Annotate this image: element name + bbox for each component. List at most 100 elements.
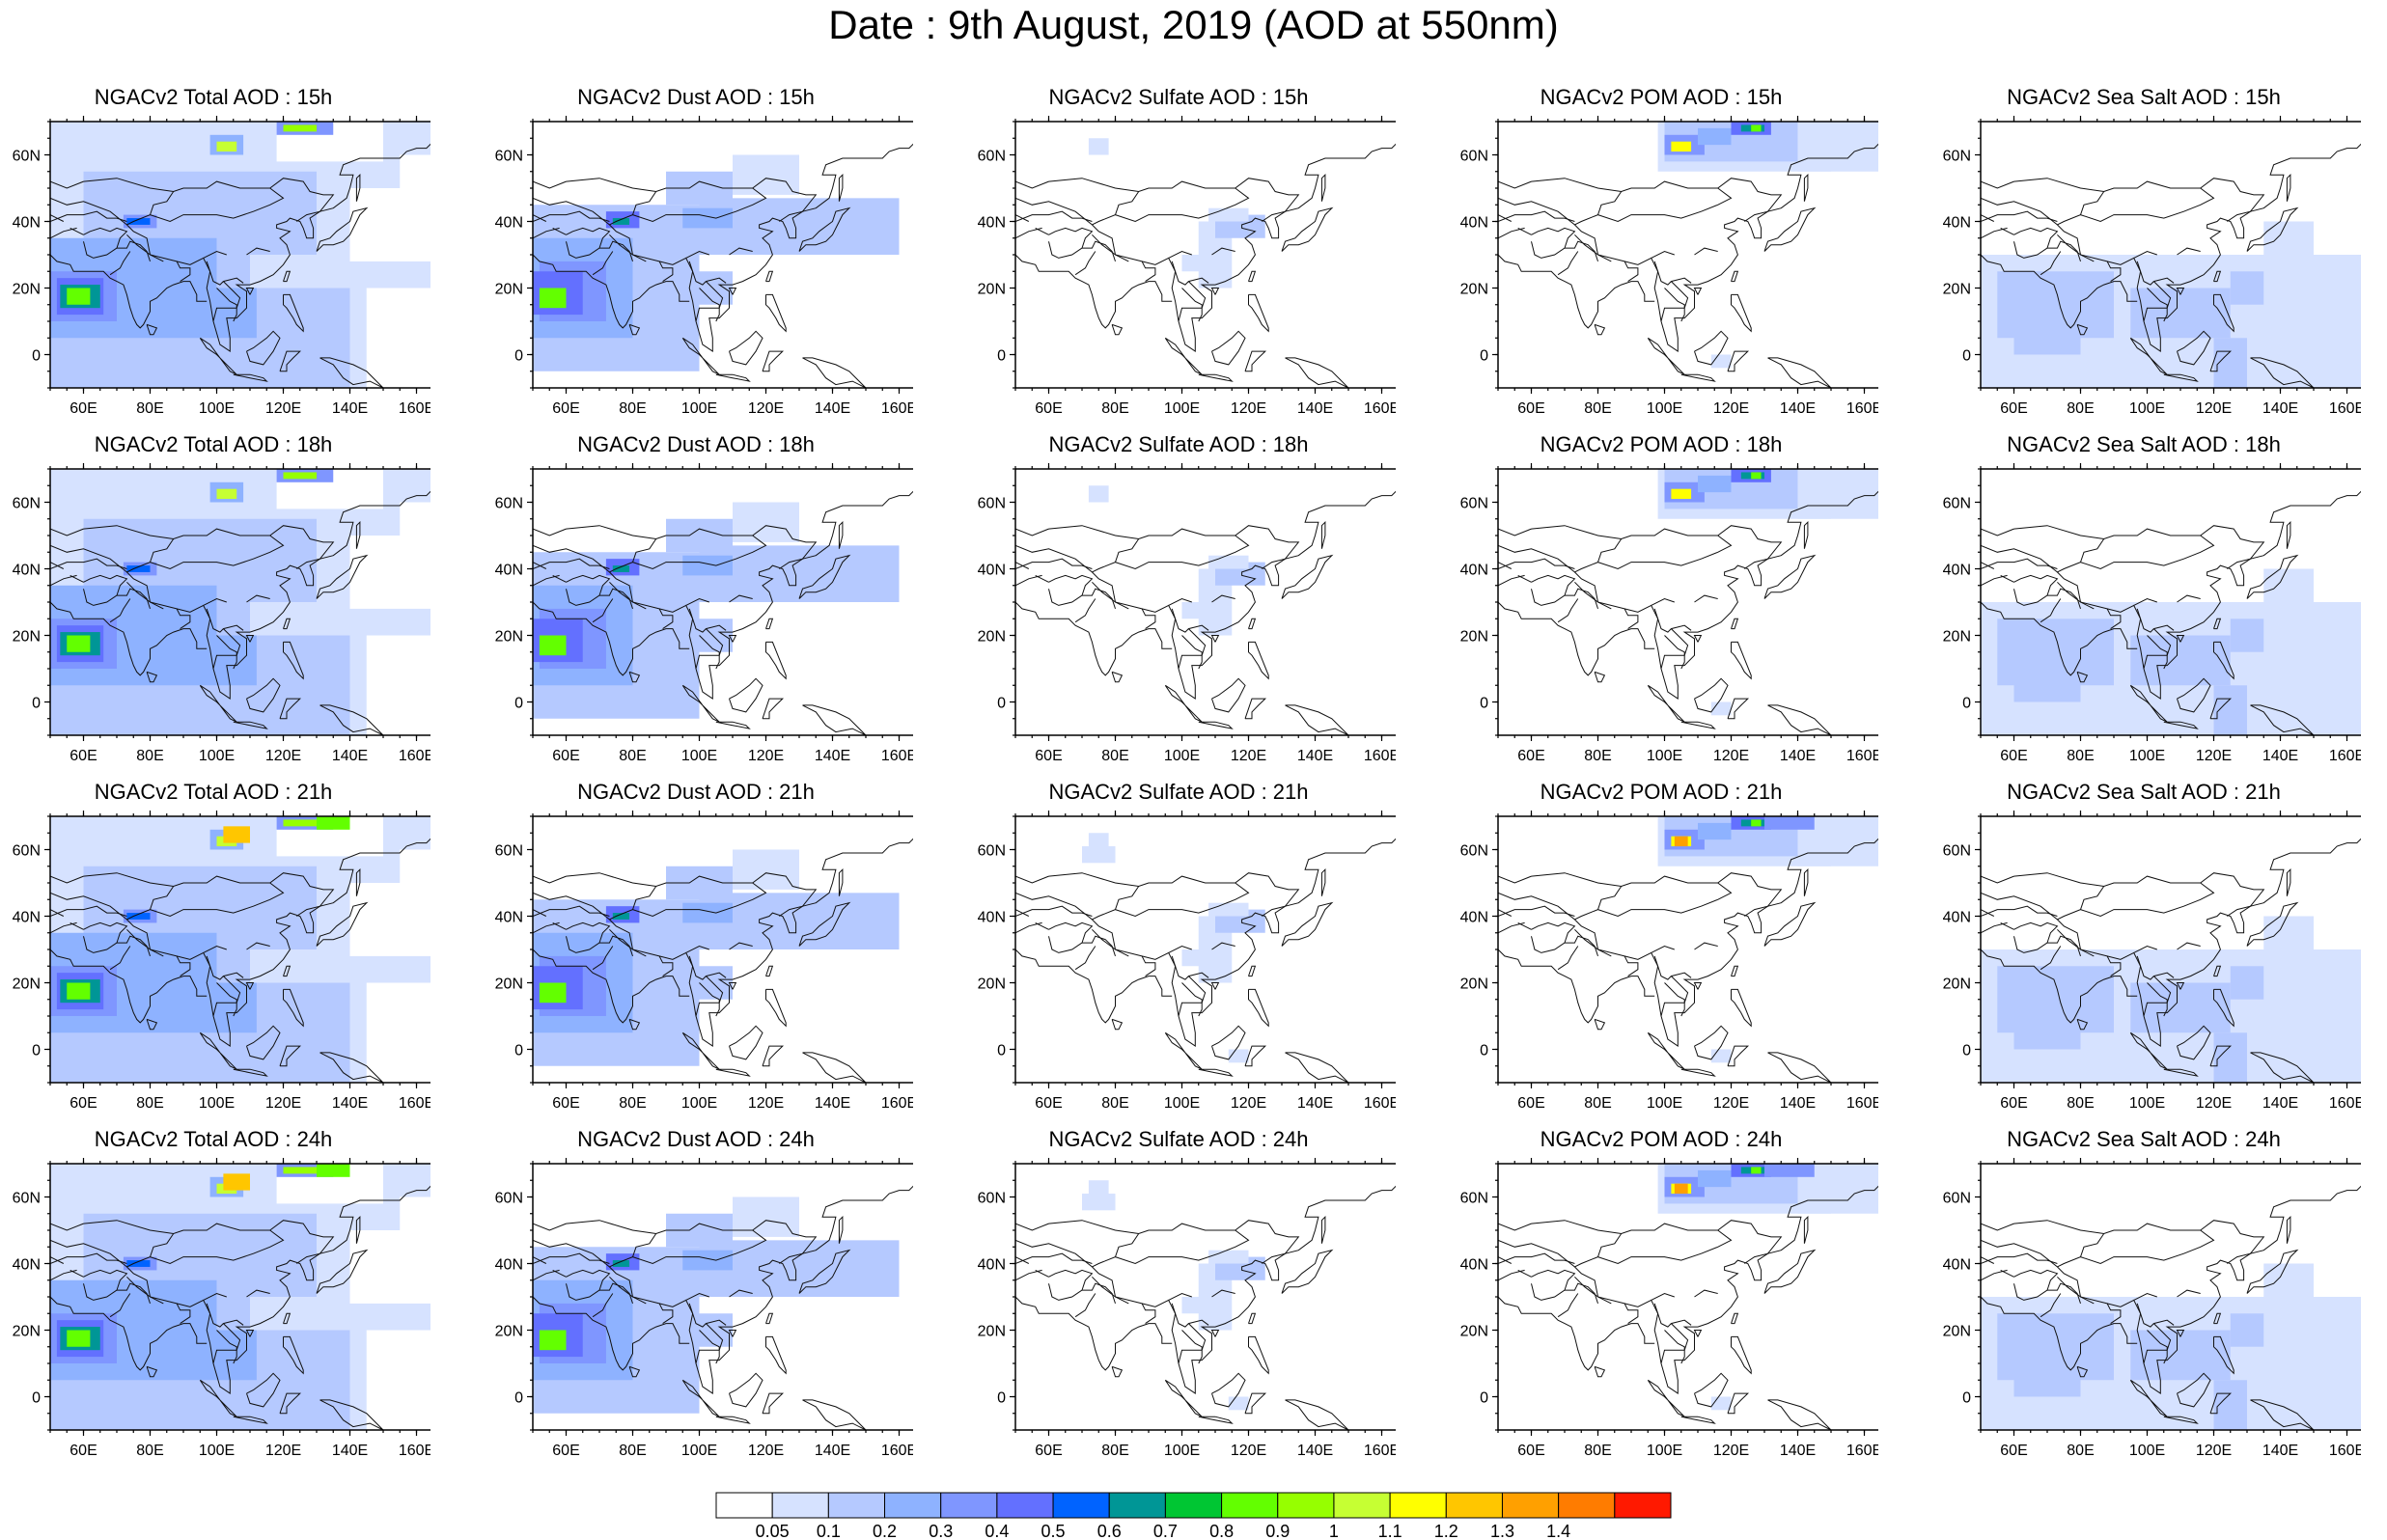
lat-tick-label: 60N (1943, 496, 1971, 512)
lon-tick-label: 160E (881, 400, 913, 417)
lat-tick-label: 20N (1943, 1324, 1971, 1340)
lon-tick-label: 140E (1780, 400, 1816, 417)
aod-map: 60N 40N 20N 0 60E 80E 100E 120E 140E 160E (978, 811, 1396, 1112)
lon-tick-label: 120E (265, 1443, 301, 1459)
map-panel-pom-24h: NGACv2 POM AOD : 24h 60N 40N 20N 0 60E 80E 100E… (1454, 1127, 1878, 1459)
lon-tick-label: 140E (1297, 1095, 1333, 1112)
lon-tick-label: 60E (1517, 1095, 1544, 1112)
lon-tick-label: 80E (136, 748, 163, 764)
lat-tick-label: 20N (1460, 282, 1488, 298)
map-panel-seasalt-21h: NGACv2 Sea Salt AOD : 21h 60N 40N 20N 0 60E 80… (1936, 780, 2361, 1112)
lat-tick-label: 40N (495, 1257, 523, 1274)
panel-title: NGACv2 Sea Salt AOD : 24h (2007, 1127, 2281, 1151)
panel-title: NGACv2 Sea Salt AOD : 18h (2007, 432, 2281, 456)
lat-tick-label: 60N (495, 1191, 523, 1207)
lon-tick-label: 100E (1164, 400, 1200, 417)
aod-colorbar: 0.05 0.1 0.2 0.3 0.4 0.5 0.6 0.7 0.8 0.9 1 1.1 1.2 1.… (715, 1492, 1672, 1539)
lat-tick-label: 20N (1943, 282, 1971, 298)
lon-tick-label: 60E (552, 1443, 579, 1459)
lon-tick-label: 140E (1297, 1443, 1333, 1459)
lat-tick-label: 0 (32, 1390, 41, 1407)
map-panel-seasalt-24h: NGACv2 Sea Salt AOD : 24h 60N 40N 20N 0 60E 80… (1936, 1127, 2361, 1459)
aod-map: 60N 40N 20N 0 60E 80E 100E 120E 140E 160E (1943, 463, 2361, 764)
lat-tick-label: 40N (1943, 910, 1971, 926)
colorbar-swatch (1501, 1492, 1560, 1519)
lon-tick-label: 120E (1231, 1443, 1266, 1459)
map-panel-pom-15h: NGACv2 POM AOD : 15h 60N 40N 20N 0 60E 80E 100E… (1454, 85, 1878, 417)
lat-tick-label: 20N (978, 1324, 1006, 1340)
figure-title: Date : 9th August, 2019 (AOD at 550nm) (828, 2, 1559, 47)
lat-tick-label: 20N (1460, 1324, 1488, 1340)
colorbar-tick-label: 0.8 (1209, 1522, 1234, 1539)
lon-tick-label: 80E (1584, 1443, 1611, 1459)
lat-tick-label: 60N (495, 496, 523, 512)
lon-tick-label: 60E (1517, 1443, 1544, 1459)
colorbar-tick-label: 1.4 (1546, 1522, 1570, 1539)
lon-tick-label: 160E (1846, 1443, 1878, 1459)
colorbar-tick-label: 0.4 (985, 1522, 1009, 1539)
panel-title: NGACv2 POM AOD : 21h (1540, 780, 1783, 804)
lon-tick-label: 60E (1035, 1443, 1062, 1459)
lat-tick-label: 20N (978, 282, 1006, 298)
panel-title: NGACv2 Sulfate AOD : 21h (1048, 780, 1309, 804)
lat-tick-label: 20N (495, 976, 523, 993)
lat-tick-label: 20N (495, 1324, 523, 1340)
lon-tick-label: 160E (881, 1095, 913, 1112)
lon-tick-label: 160E (1364, 1095, 1396, 1112)
colorbar-swatch (1052, 1492, 1110, 1519)
lon-tick-label: 100E (199, 400, 235, 417)
lon-tick-label: 120E (2196, 400, 2232, 417)
lat-tick-label: 60N (1943, 1191, 1971, 1207)
lat-tick-label: 60N (978, 496, 1006, 512)
lon-tick-label: 140E (332, 1095, 368, 1112)
colorbar-swatch (1333, 1492, 1391, 1519)
aod-map: 60N 40N 20N 0 60E 80E 100E 120E 140E 160E (1943, 116, 2361, 417)
lat-tick-label: 40N (13, 910, 41, 926)
colorbar-swatch (996, 1492, 1054, 1519)
lon-tick-label: 100E (199, 1443, 235, 1459)
colorbar-tick-label: 0.3 (929, 1522, 953, 1539)
map-panel-total-18h: NGACv2 Total AOD : 18h 60N 40N 20N 0 60E 80E 10… (6, 432, 430, 764)
lon-tick-label: 100E (681, 748, 717, 764)
map-panel-sulfate-24h: NGACv2 Sulfate AOD : 24h 60N 40N 20N 0 60E 80E… (971, 1127, 1396, 1459)
lon-tick-label: 100E (681, 400, 717, 417)
lat-tick-label: 40N (978, 563, 1006, 579)
lon-tick-label: 160E (881, 1443, 913, 1459)
aod-map: 60N 40N 20N 0 60E 80E 100E 120E 140E 160E (1460, 116, 1878, 417)
panel-title: NGACv2 Dust AOD : 24h (577, 1127, 815, 1151)
lon-tick-label: 120E (2196, 1443, 2232, 1459)
lon-tick-label: 100E (2129, 400, 2165, 417)
lat-tick-label: 0 (997, 348, 1006, 365)
lat-tick-label: 0 (32, 1043, 41, 1059)
lon-tick-label: 60E (552, 1095, 579, 1112)
lon-tick-label: 80E (1101, 400, 1128, 417)
aod-map: 60N 40N 20N 0 60E 80E 100E 120E 140E 160E (495, 463, 913, 764)
lon-tick-label: 60E (2000, 1443, 2027, 1459)
lat-tick-label: 0 (1480, 1390, 1488, 1407)
lon-tick-label: 160E (1364, 400, 1396, 417)
lon-tick-label: 60E (1035, 748, 1062, 764)
lon-tick-label: 160E (1364, 1443, 1396, 1459)
lat-tick-label: 20N (495, 282, 523, 298)
panel-title: NGACv2 Total AOD : 18h (94, 432, 333, 456)
lon-tick-label: 60E (69, 400, 97, 417)
lon-tick-label: 80E (136, 400, 163, 417)
lon-tick-label: 80E (136, 1443, 163, 1459)
lon-tick-label: 140E (815, 1443, 850, 1459)
lon-tick-label: 160E (399, 1443, 430, 1459)
lon-tick-label: 80E (1584, 1095, 1611, 1112)
lat-tick-label: 40N (495, 215, 523, 232)
panel-title: NGACv2 Total AOD : 21h (94, 780, 333, 804)
lon-tick-label: 140E (1297, 748, 1333, 764)
lat-tick-label: 0 (997, 1390, 1006, 1407)
lat-tick-label: 0 (514, 1390, 523, 1407)
lat-tick-label: 60N (13, 843, 41, 860)
lon-tick-label: 140E (332, 400, 368, 417)
lon-tick-label: 100E (1164, 1095, 1200, 1112)
lon-tick-label: 120E (1713, 748, 1749, 764)
lat-tick-label: 0 (32, 348, 41, 365)
lon-tick-label: 80E (619, 748, 646, 764)
lon-tick-label: 60E (1035, 1095, 1062, 1112)
map-panel-total-24h: NGACv2 Total AOD : 24h 60N 40N 20N 0 60E 80E 10… (6, 1127, 430, 1459)
map-panel-dust-18h: NGACv2 Dust AOD : 18h 60N 40N 20N 0 60E 80E 100… (488, 432, 913, 764)
